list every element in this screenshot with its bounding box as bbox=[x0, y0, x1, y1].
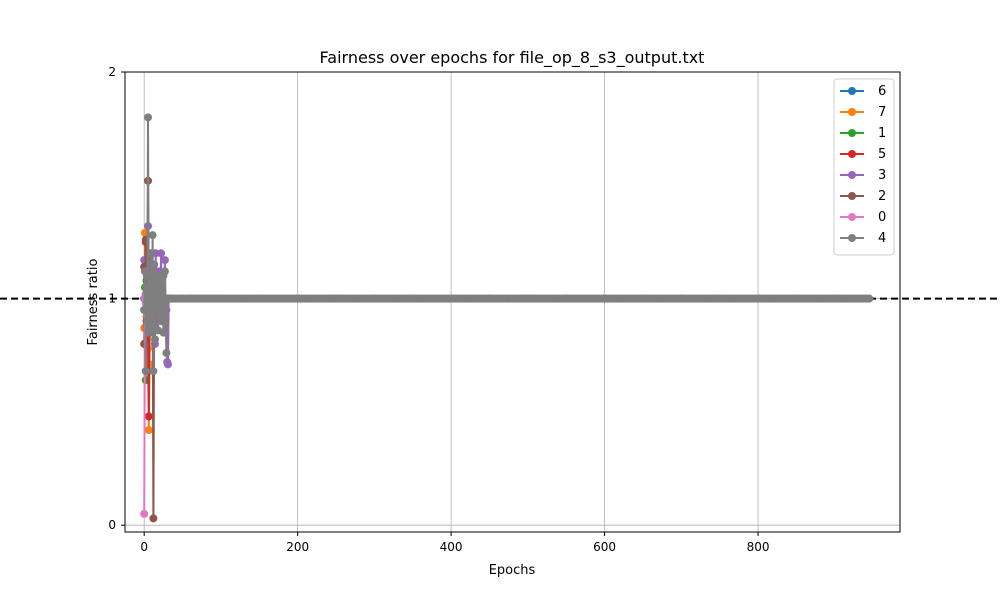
data-point bbox=[147, 249, 156, 258]
data-point bbox=[147, 321, 156, 330]
y-tick-label: 1 bbox=[108, 292, 116, 306]
legend-label: 1 bbox=[878, 126, 886, 141]
data-point bbox=[160, 267, 169, 276]
plot-frame bbox=[124, 71, 901, 533]
x-tick-label: 600 bbox=[593, 540, 616, 554]
data-point bbox=[158, 305, 167, 314]
legend: 6 7 1 5 3 2 0 4 bbox=[833, 78, 895, 256]
data-point bbox=[144, 113, 153, 122]
data-point bbox=[162, 348, 171, 357]
legend-label: 0 bbox=[878, 210, 886, 225]
y-tick-label: 2 bbox=[108, 65, 116, 79]
legend-marker bbox=[848, 129, 856, 137]
legend-marker bbox=[848, 108, 856, 116]
data-point bbox=[142, 283, 151, 292]
chart-title: Fairness over epochs for file_op_8_s3_ou… bbox=[320, 48, 705, 68]
legend-box bbox=[833, 78, 895, 256]
x-tick-label: 400 bbox=[440, 540, 463, 554]
legend-label: 6 bbox=[878, 84, 886, 99]
data-point bbox=[144, 426, 153, 435]
data-point bbox=[140, 509, 149, 518]
legend-marker bbox=[848, 192, 856, 200]
data-point bbox=[149, 514, 158, 523]
y-axis-label: Fairness ratio bbox=[86, 259, 101, 346]
legend-label: 3 bbox=[878, 168, 886, 183]
series-4 bbox=[140, 113, 874, 376]
data-point bbox=[157, 249, 166, 258]
data-point bbox=[146, 312, 155, 321]
data-point bbox=[156, 283, 165, 292]
legend-label: 4 bbox=[878, 231, 886, 246]
x-tick-label: 800 bbox=[747, 540, 770, 554]
data-point bbox=[160, 256, 169, 265]
data-point bbox=[864, 294, 873, 303]
data-point bbox=[157, 290, 166, 299]
legend-marker bbox=[848, 213, 856, 221]
legend-marker bbox=[848, 171, 856, 179]
data-point bbox=[160, 328, 169, 337]
data-point bbox=[148, 231, 157, 240]
legend-label: 7 bbox=[878, 105, 886, 120]
x-tick-label: 0 bbox=[140, 540, 148, 554]
x-axis-label: Epochs bbox=[489, 563, 536, 578]
data-point bbox=[152, 305, 161, 314]
data-point bbox=[144, 328, 153, 337]
legend-marker bbox=[848, 234, 856, 242]
data-point bbox=[150, 260, 159, 269]
series-group bbox=[140, 113, 874, 523]
data-point bbox=[145, 271, 154, 280]
data-point bbox=[144, 412, 153, 421]
x-tick-label: 200 bbox=[286, 540, 309, 554]
data-point bbox=[161, 317, 170, 326]
data-point bbox=[150, 335, 159, 344]
data-point bbox=[149, 367, 158, 376]
data-point bbox=[163, 360, 172, 369]
legend-label: 5 bbox=[878, 147, 886, 162]
data-point bbox=[141, 367, 150, 376]
data-point bbox=[153, 326, 162, 335]
axis-ticks: 0 200 400 600 800 0 1 2 bbox=[108, 65, 769, 554]
legend-label: 2 bbox=[878, 189, 886, 204]
legend-marker bbox=[848, 150, 856, 158]
legend-marker bbox=[848, 87, 856, 95]
y-tick-label: 0 bbox=[108, 518, 116, 532]
data-point bbox=[140, 305, 149, 314]
